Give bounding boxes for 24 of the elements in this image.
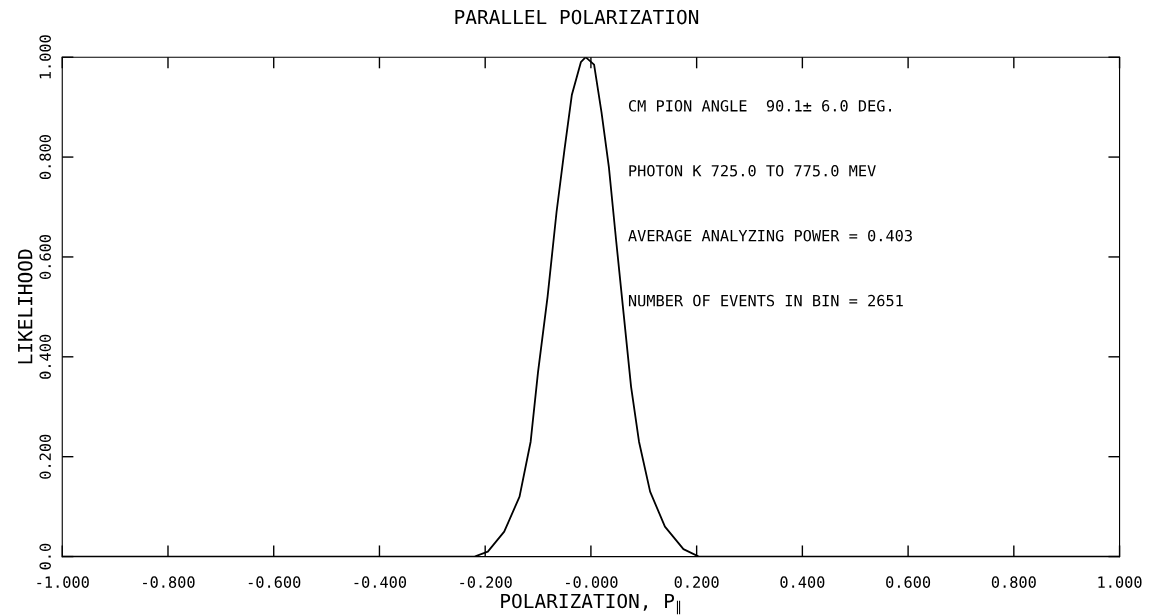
y-tick-label: 0.400 bbox=[39, 334, 51, 379]
annotation: PHOTON K 725.0 TO 775.0 MEV bbox=[629, 164, 876, 177]
y-axis-title: LIKELIHOOD bbox=[17, 249, 33, 364]
x-tick-label: 0.800 bbox=[991, 576, 1036, 588]
x-tick-label: -0.000 bbox=[565, 576, 618, 588]
x-axis-title: POLARIZATION, P$_{∥}$ bbox=[501, 593, 681, 615]
y-tick-label: 1.000 bbox=[39, 35, 51, 79]
chart-title: PARALLEL POLARIZATION bbox=[455, 9, 699, 25]
x-tick-label: -0.400 bbox=[354, 576, 407, 588]
x-tick-label: -0.600 bbox=[248, 576, 301, 588]
x-tick-label: 0.400 bbox=[780, 576, 825, 588]
annotation: CM PION ANGLE 90.1± 6.0 DEG. bbox=[628, 100, 891, 112]
y-tick-label: 0.600 bbox=[39, 234, 51, 279]
x-tick-label: 0.600 bbox=[886, 576, 931, 588]
x-tick-label: -0.200 bbox=[460, 576, 512, 588]
y-tick-label: 0.0 bbox=[39, 543, 51, 570]
x-tick-label: 1.000 bbox=[1098, 576, 1142, 588]
x-tick-label: -1.000 bbox=[37, 576, 89, 588]
annotation: NUMBER OF EVENTS IN BIN = 2651 bbox=[628, 294, 903, 307]
annotation: AVERAGE ANALYZING POWER = 0.403 bbox=[628, 229, 912, 242]
x-tick-label: 0.200 bbox=[674, 576, 719, 588]
x-tick-label: -0.800 bbox=[143, 576, 195, 588]
y-tick-label: 0.800 bbox=[39, 135, 51, 180]
y-tick-label: 0.200 bbox=[39, 434, 51, 479]
